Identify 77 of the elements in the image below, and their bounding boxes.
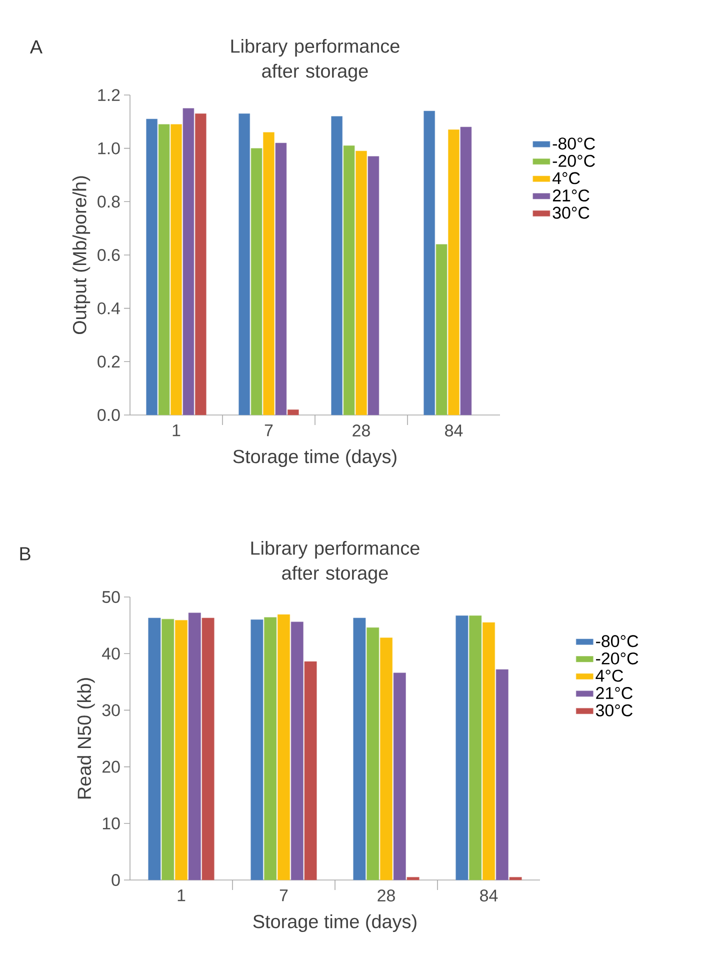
x-axis-title: Storage time (days) (253, 914, 416, 932)
bar (146, 118, 158, 416)
x-tick-label: 28 (352, 424, 370, 437)
bar (195, 114, 206, 416)
bar (482, 622, 495, 880)
y-tick-label: 40 (102, 648, 120, 660)
bar (148, 618, 161, 880)
x-tick-label: 7 (264, 424, 273, 436)
y-tick-label: 1.2 (98, 89, 120, 101)
bar (238, 114, 250, 416)
x-tick-label: 84 (445, 424, 463, 437)
legend-label: 21°C (596, 687, 632, 700)
bar (182, 108, 194, 416)
y-tick-label: 1.0 (98, 142, 120, 154)
legend-label: -80°C (552, 138, 595, 150)
bar (393, 672, 406, 880)
bar (304, 661, 317, 880)
y-tick-label: 0.6 (98, 248, 120, 261)
text: A (30, 40, 42, 54)
bar (366, 627, 380, 880)
bar (263, 132, 274, 416)
bar (202, 618, 214, 880)
bar (158, 124, 170, 416)
chart-title: Library performance after storage (231, 38, 400, 82)
bar (469, 616, 482, 880)
bar (436, 244, 448, 416)
legend-label: 4°C (552, 172, 580, 184)
x-tick-label: 1 (172, 424, 180, 436)
y-tick-label: 30 (102, 704, 120, 716)
bar (343, 146, 355, 416)
bar (162, 618, 174, 880)
y-tick-label: 0.4 (98, 302, 120, 314)
x-tick-label: 28 (378, 890, 395, 902)
bar (380, 638, 392, 880)
x-tick-label: 84 (480, 890, 498, 902)
bar (278, 614, 290, 880)
bar (456, 616, 468, 880)
bar (290, 622, 304, 880)
bar (250, 619, 264, 880)
bar (368, 156, 380, 416)
bar (448, 130, 460, 416)
legend-label: 21°C (552, 189, 590, 202)
bar (353, 618, 366, 880)
bar (188, 612, 201, 880)
bar (509, 877, 522, 880)
bar (264, 617, 277, 880)
x-tick-label: 7 (280, 890, 288, 902)
text: B (20, 547, 30, 560)
bar (170, 124, 182, 416)
chart-title: Library performance after storage (251, 540, 420, 584)
legend-label: -20°C (552, 154, 595, 167)
y-tick-label: 0 (112, 874, 120, 886)
bar (288, 410, 299, 416)
legend-label: -20°C (596, 652, 638, 664)
y-tick-label: 0.8 (98, 196, 120, 208)
y-tick-label: 20 (102, 760, 120, 773)
y-tick-label: 0.0 (98, 408, 120, 421)
bar (424, 110, 435, 416)
bar (250, 148, 262, 416)
y-tick-label: 0.2 (98, 356, 120, 368)
y-axis-title: Output (Mb/pore/h) (72, 176, 90, 334)
legend-label: -80°C (596, 635, 638, 648)
legend-label: 30°C (552, 206, 590, 219)
bar (175, 620, 188, 880)
x-tick-label: 1 (178, 890, 186, 902)
bar (460, 126, 472, 416)
bar (331, 116, 342, 416)
bar (496, 669, 508, 880)
y-tick-label: 10 (102, 817, 120, 830)
x-axis-title: Storage time (days) (233, 449, 396, 467)
y-axis-title: Read N50 (kb) (77, 678, 95, 798)
legend-label: 30°C (596, 704, 632, 716)
bar (406, 877, 420, 880)
bar (275, 142, 287, 416)
bar (356, 150, 367, 416)
legend-label: 4°C (596, 670, 624, 682)
y-tick-label: 50 (102, 591, 120, 603)
